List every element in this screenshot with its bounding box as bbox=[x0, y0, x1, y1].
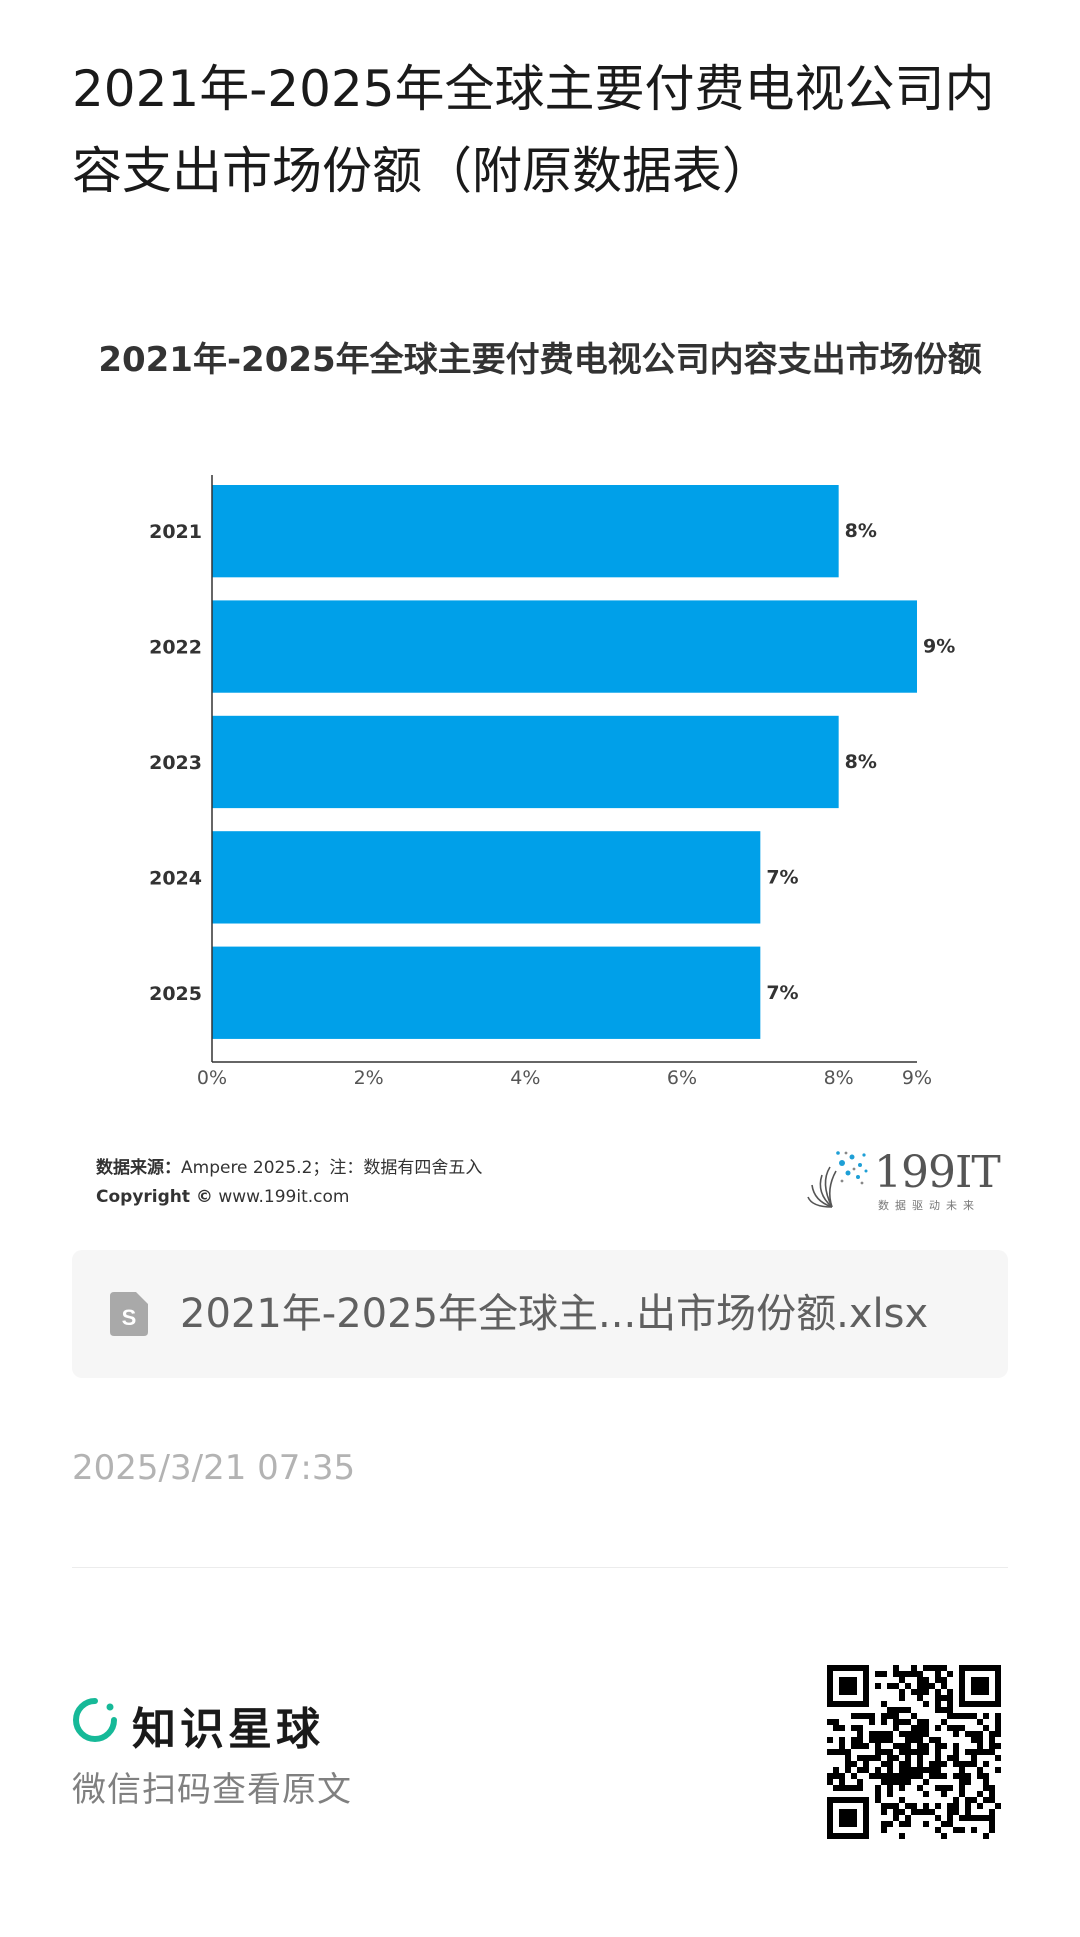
divider bbox=[72, 1567, 1008, 1568]
x-tick-label-2: 4% bbox=[510, 1067, 540, 1089]
199it-logo: 199IT 数据驱动未来 bbox=[802, 1145, 1002, 1215]
data-label-2021: 8% bbox=[845, 520, 877, 542]
x-tick-label-4: 8% bbox=[824, 1067, 854, 1089]
bar-2021 bbox=[212, 485, 839, 578]
copyright-line: Copyright © www.199it.com bbox=[96, 1183, 482, 1212]
page-title: 2021年-2025年全球主要付费电视公司内容支出市场份额（附原数据表） bbox=[72, 60, 995, 200]
zsxq-ring-icon bbox=[73, 1698, 117, 1742]
chart-card: 2021年-2025年全球主要付费电视公司内容支出市场份额 2021 8% 2022… bbox=[72, 310, 1008, 1240]
x-tick-label-0: 0% bbox=[197, 1067, 227, 1089]
y-tick-label-2021: 2021 bbox=[149, 521, 202, 543]
y-tick-label-2023: 2023 bbox=[149, 752, 202, 774]
spreadsheet-file-icon: S bbox=[110, 1292, 148, 1336]
attachment-card[interactable]: S 2021年-2025年全球主...出市场份额.xlsx bbox=[72, 1250, 1008, 1378]
y-tick-label-2024: 2024 bbox=[149, 867, 202, 889]
logo-tagline: 数据驱动未来 bbox=[878, 1199, 980, 1212]
source-label: 数据来源： bbox=[96, 1158, 181, 1178]
qr-code[interactable] bbox=[827, 1665, 1001, 1839]
source-text: Ampere 2025.2；注：数据有四舍五入 bbox=[181, 1158, 483, 1178]
x-tick-label-3: 6% bbox=[667, 1067, 697, 1089]
svg-text:S: S bbox=[122, 1305, 137, 1330]
bar-2025 bbox=[212, 946, 761, 1039]
bar-2022 bbox=[212, 600, 917, 693]
x-tick-label-5: 9% bbox=[902, 1067, 932, 1089]
data-label-2022: 9% bbox=[923, 636, 955, 658]
source-block: 数据来源：Ampere 2025.2；注：数据有四舍五入 Copyright ©… bbox=[96, 1154, 482, 1212]
source-line: 数据来源：Ampere 2025.2；注：数据有四舍五入 bbox=[96, 1154, 482, 1183]
zsxq-brand-name: 知识星球 bbox=[132, 1704, 324, 1755]
y-tick-label-2025: 2025 bbox=[149, 983, 202, 1005]
post-timestamp: 2025/3/21 07:35 bbox=[72, 1448, 356, 1488]
copyright-text: www.199it.com bbox=[212, 1187, 350, 1207]
dandelion-icon bbox=[807, 1151, 868, 1208]
bar-2024 bbox=[212, 831, 761, 924]
attachment-file-name[interactable]: 2021年-2025年全球主...出市场份额.xlsx bbox=[180, 1291, 929, 1337]
scan-prompt: 微信扫码查看原文 bbox=[72, 1770, 352, 1810]
data-label-2023: 8% bbox=[845, 751, 877, 773]
chart-title: 2021年-2025年全球主要付费电视公司内容支出市场份额 bbox=[98, 340, 982, 380]
logo-text: 199IT bbox=[874, 1147, 1001, 1198]
bar-2023 bbox=[212, 715, 839, 809]
copyright-label: Copyright © bbox=[96, 1187, 213, 1207]
x-tick-label-1: 2% bbox=[354, 1067, 384, 1089]
bar-chart: 2021 8% 2022 9% 2023 8% 2024 7% 2025 7% 0% 2% 4% 6% 8%… bbox=[149, 475, 955, 1089]
data-label-2024: 7% bbox=[766, 866, 798, 888]
y-tick-label-2022: 2022 bbox=[149, 637, 202, 659]
data-label-2025: 7% bbox=[766, 982, 798, 1004]
